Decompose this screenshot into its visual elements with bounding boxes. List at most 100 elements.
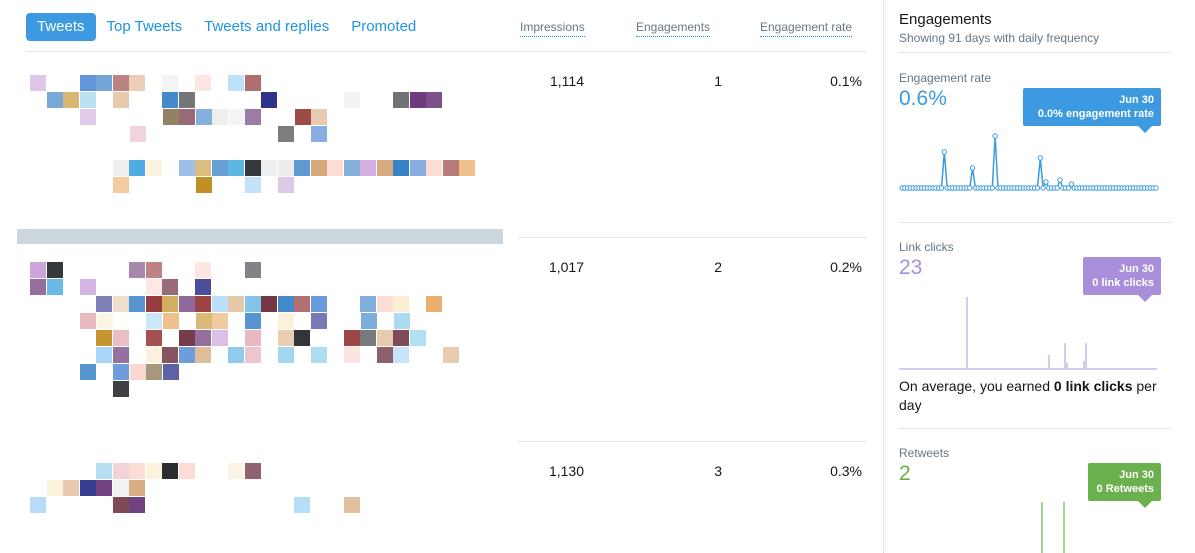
blur-pixel bbox=[393, 160, 409, 176]
engagement-rate-sparkline[interactable] bbox=[899, 130, 1159, 196]
blur-pixel bbox=[426, 160, 442, 176]
blur-pixel bbox=[343, 330, 360, 346]
blur-pixel bbox=[310, 296, 327, 312]
blur-pixel bbox=[244, 347, 261, 363]
blur-pixel bbox=[113, 381, 129, 397]
link-clicks-average-text: On average, you earned 0 link clicks per… bbox=[899, 377, 1172, 415]
blur-pixel bbox=[30, 75, 46, 91]
blur-pixel bbox=[178, 296, 195, 312]
blur-pixel bbox=[129, 497, 145, 513]
row-engagements: 2 bbox=[714, 259, 722, 275]
blur-pixel bbox=[162, 109, 179, 125]
blur-pixel bbox=[393, 296, 409, 312]
blur-pixel bbox=[409, 330, 426, 346]
blur-pixel bbox=[195, 347, 211, 363]
blur-pixel bbox=[162, 92, 178, 108]
blur-pixel bbox=[459, 160, 475, 176]
engagements-header[interactable]: Engagements bbox=[636, 20, 711, 37]
panel-divider bbox=[883, 0, 884, 553]
blur-pixel bbox=[244, 160, 261, 176]
row-engagement-rate: 0.2% bbox=[830, 259, 862, 275]
blur-pixel bbox=[96, 330, 112, 346]
impressions-header[interactable]: Impressions bbox=[520, 20, 585, 37]
blur-pixel bbox=[360, 330, 376, 346]
rate-point bbox=[1034, 185, 1041, 191]
blur-pixel bbox=[311, 313, 327, 329]
blur-pixel bbox=[96, 463, 112, 479]
link-clicks-value: 23 bbox=[899, 256, 923, 279]
blur-pixel bbox=[162, 296, 178, 312]
blur-pixel bbox=[211, 330, 228, 346]
row-divider bbox=[518, 441, 867, 442]
blur-pixel bbox=[195, 160, 211, 176]
tab-promoted[interactable]: Promoted bbox=[351, 18, 417, 35]
blur-pixel bbox=[228, 75, 244, 91]
blur-pixel bbox=[129, 364, 146, 380]
blur-pixel bbox=[145, 279, 162, 295]
rate-point bbox=[1068, 181, 1075, 187]
blur-pixel bbox=[112, 480, 129, 496]
blur-pixel bbox=[162, 313, 179, 329]
tab-tweets[interactable]: Tweets bbox=[26, 13, 96, 41]
blur-pixel bbox=[129, 463, 145, 479]
blur-pixel bbox=[179, 109, 195, 125]
rate-point bbox=[969, 165, 976, 171]
rate-point bbox=[1040, 185, 1046, 191]
tab-top-tweets[interactable]: Top Tweets bbox=[106, 18, 183, 35]
blur-pixel bbox=[195, 279, 211, 295]
blur-pixel bbox=[294, 296, 310, 312]
blur-pixel bbox=[145, 463, 162, 479]
blur-pixel bbox=[278, 177, 294, 193]
blur-pixel bbox=[244, 75, 261, 91]
blur-pixel bbox=[79, 92, 96, 108]
blur-pixel bbox=[327, 160, 343, 176]
blur-pixel bbox=[277, 296, 294, 312]
blur-pixel bbox=[146, 313, 162, 329]
blur-pixel bbox=[80, 364, 96, 380]
blur-pixel bbox=[30, 262, 46, 278]
blur-pixel bbox=[360, 313, 377, 329]
rate-point bbox=[938, 185, 945, 191]
blur-pixel bbox=[145, 330, 162, 346]
blur-pixel bbox=[178, 347, 195, 363]
row-engagement-rate: 0.3% bbox=[830, 463, 862, 479]
blur-pixel bbox=[178, 463, 195, 479]
blur-pixel bbox=[46, 480, 63, 496]
blur-pixel bbox=[30, 279, 46, 295]
blur-pixel bbox=[162, 347, 178, 363]
blur-pixel bbox=[46, 262, 63, 278]
blur-pixel bbox=[195, 109, 212, 125]
blur-pixel bbox=[409, 160, 426, 176]
retweets-tooltip: Jun 30 0 Retweets bbox=[1088, 463, 1161, 508]
rate-point bbox=[941, 149, 948, 155]
blur-pixel bbox=[311, 109, 327, 125]
blur-pixel bbox=[426, 296, 442, 312]
blur-pixel bbox=[393, 92, 409, 108]
blur-pixel bbox=[343, 92, 360, 108]
engagement-rate-value: 0.6% bbox=[899, 87, 947, 110]
blur-pixel bbox=[129, 296, 145, 312]
blur-pixel bbox=[228, 347, 244, 363]
blur-pixel bbox=[294, 497, 310, 513]
blur-pixel bbox=[294, 160, 310, 176]
retweets-bar-chart[interactable] bbox=[899, 500, 1159, 553]
panel-subtitle: Showing 91 days with daily frequency bbox=[899, 31, 1100, 45]
blur-pixel bbox=[294, 330, 310, 346]
link-clicks-bar-chart[interactable] bbox=[899, 294, 1159, 372]
blur-pixel bbox=[113, 364, 129, 380]
blur-pixel bbox=[112, 160, 129, 176]
blur-pixel bbox=[96, 480, 112, 496]
blur-pixel bbox=[393, 330, 409, 346]
panel-divider-line bbox=[899, 52, 1172, 53]
blur-pixel bbox=[376, 347, 393, 363]
tab-tweets-and-replies[interactable]: Tweets and replies bbox=[204, 18, 330, 35]
blur-pixel bbox=[112, 347, 129, 363]
blur-pixel bbox=[376, 330, 393, 346]
rate-point bbox=[1057, 177, 1063, 183]
blur-pixel bbox=[112, 75, 129, 91]
engagement-rate-header[interactable]: Engagement rate bbox=[760, 20, 853, 37]
blur-pixel bbox=[129, 262, 145, 278]
rate-point bbox=[1065, 185, 1072, 191]
blur-pixel bbox=[310, 160, 327, 176]
tooltip-date: Jun 30 bbox=[1119, 469, 1154, 481]
